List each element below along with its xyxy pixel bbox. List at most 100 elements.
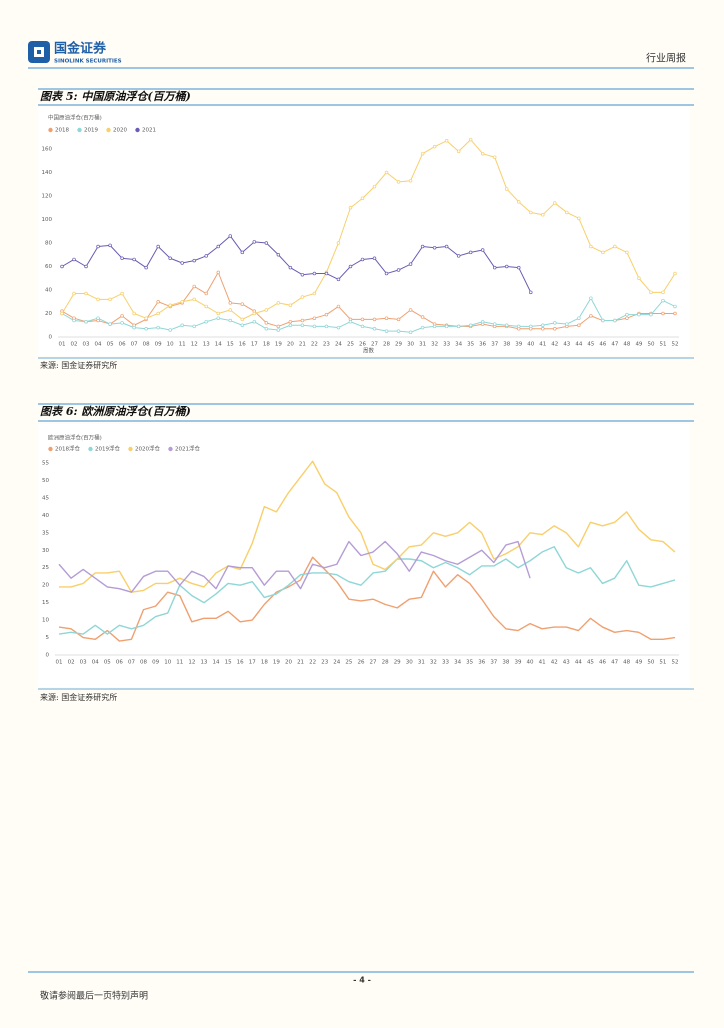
data-point	[577, 216, 581, 221]
data-point	[348, 319, 353, 324]
x-tick-label: 16	[239, 342, 246, 348]
data-point	[372, 317, 377, 322]
x-tick-label: 19	[273, 660, 280, 666]
x-tick-label: 20	[285, 660, 292, 666]
data-point	[492, 155, 497, 159]
x-tick-label: 04	[92, 660, 99, 666]
data-point	[396, 317, 401, 322]
y-tick-label: 20	[42, 583, 49, 589]
data-point	[504, 264, 509, 269]
chart-title: 欧洲原油浮仓(百万桶)	[48, 434, 102, 442]
data-point	[553, 327, 557, 331]
y-tick-label: 40	[42, 513, 49, 519]
data-point	[300, 295, 305, 299]
data-point	[72, 257, 76, 262]
y-tick-label: 160	[42, 147, 53, 153]
data-point	[468, 250, 473, 255]
data-point	[192, 284, 196, 289]
x-tick-label: 30	[406, 660, 413, 666]
series-line	[58, 540, 531, 593]
data-point	[240, 302, 245, 306]
data-point	[420, 244, 425, 249]
data-point	[204, 254, 208, 258]
legend-swatch	[48, 446, 53, 452]
data-point	[408, 262, 413, 266]
data-point	[156, 300, 160, 304]
data-point	[384, 170, 389, 175]
data-point	[480, 151, 485, 156]
data-point	[601, 318, 605, 323]
data-point	[72, 318, 76, 323]
data-point	[252, 240, 257, 244]
data-point	[480, 319, 485, 324]
x-tick-label: 19	[275, 342, 282, 348]
x-tick-label: 43	[563, 660, 570, 666]
x-tick-label: 14	[213, 660, 220, 666]
data-point	[420, 325, 425, 330]
data-point	[553, 201, 557, 205]
data-point	[625, 312, 629, 317]
series-line	[58, 546, 676, 635]
x-tick-label: 13	[203, 342, 210, 348]
series-line	[58, 556, 676, 642]
data-point	[360, 324, 365, 329]
company-name-en: SINOLINK SECURITIES	[54, 59, 122, 65]
data-point	[601, 250, 605, 255]
legend-swatch	[128, 446, 133, 452]
y-tick-label: 120	[42, 194, 53, 200]
x-tick-label: 40	[527, 660, 534, 666]
data-point	[613, 244, 617, 249]
data-point	[288, 323, 293, 328]
data-point	[589, 296, 593, 300]
x-tick-label: 04	[95, 342, 102, 348]
legend-swatch	[88, 446, 93, 452]
data-point	[384, 329, 389, 333]
data-point	[240, 317, 245, 322]
x-tick-label: 40	[527, 342, 534, 348]
data-point	[156, 311, 160, 316]
figure-title: 图表 6: 欧洲原油浮仓(百万桶)	[40, 405, 191, 418]
page-number: - 4 -	[353, 976, 371, 985]
x-tick-label: 07	[131, 342, 138, 348]
x-tick-label: 05	[107, 342, 114, 348]
data-point	[228, 301, 233, 305]
legend-swatch	[135, 127, 140, 133]
x-tick-label: 24	[335, 342, 342, 348]
data-point	[336, 241, 341, 245]
x-tick-label: 45	[587, 342, 594, 348]
data-point	[360, 196, 365, 201]
x-tick-label: 49	[635, 660, 642, 666]
data-point	[312, 324, 317, 329]
x-tick-label: 03	[83, 342, 90, 348]
data-point	[372, 327, 377, 331]
x-tick-label: 42	[551, 342, 558, 348]
data-point	[408, 330, 413, 335]
data-point	[288, 265, 293, 270]
x-tick-label: 01	[59, 342, 66, 348]
x-tick-label: 09	[155, 342, 162, 348]
data-point	[348, 264, 353, 269]
x-tick-label: 26	[359, 342, 366, 348]
x-tick-label: 44	[575, 342, 582, 348]
data-point	[240, 323, 245, 328]
x-tick-label: 43	[563, 342, 570, 348]
y-tick-label: 80	[45, 241, 52, 247]
x-tick-label: 18	[261, 660, 268, 666]
legend-label: 2020	[113, 128, 127, 134]
data-point	[264, 321, 269, 325]
data-point	[228, 234, 233, 238]
data-point	[649, 312, 653, 317]
x-tick-label: 20	[287, 342, 294, 348]
x-tick-label: 06	[116, 660, 123, 666]
data-point	[348, 206, 353, 210]
data-point	[96, 244, 100, 249]
x-tick-label: 15	[225, 660, 232, 666]
legend-label: 2021浮仓	[175, 445, 200, 453]
data-point	[541, 327, 545, 331]
x-tick-label: 45	[587, 660, 594, 666]
data-point	[168, 303, 172, 308]
data-point	[529, 324, 533, 329]
data-point	[625, 250, 629, 255]
x-tick-label: 35	[466, 660, 473, 666]
data-point	[649, 290, 653, 295]
